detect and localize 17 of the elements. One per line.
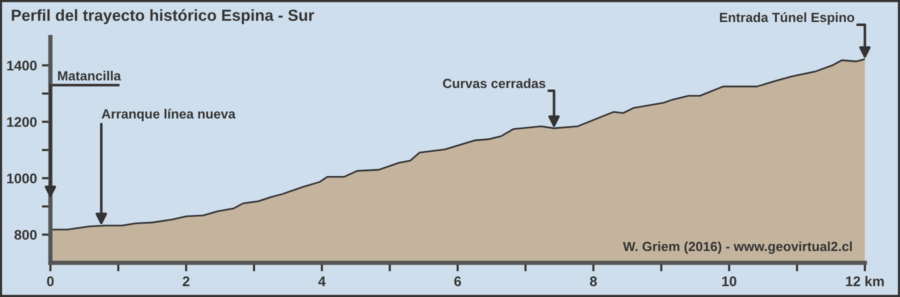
x-tick-label: 10 — [722, 276, 736, 286]
x-tick-label: 8 — [590, 276, 597, 286]
annotation: Entrada Túnel Espino — [720, 12, 854, 25]
chart-title: Perfil del trayecto histórico Espina - Sur — [12, 9, 314, 24]
x-tick-label: 4 — [318, 276, 326, 286]
annotation: Arranque línea nueva — [102, 108, 236, 122]
x-tick-label: 2 — [182, 276, 190, 286]
y-tick-label: 1400 — [7, 60, 37, 71]
x-tick-label: 12 km — [846, 276, 884, 286]
x-tick-label: 0 — [47, 276, 54, 286]
y-tick-label: 1200 — [7, 117, 37, 127]
annotation: Matancilla — [58, 70, 122, 81]
x-tick-label: 6 — [454, 276, 462, 286]
annotation: Curvas cerradas — [443, 78, 546, 88]
y-tick-label: 1000 — [7, 174, 37, 184]
y-tick-label: 800 — [14, 230, 37, 240]
annotation: W. Griem (2016) - www.geovirtual2.cl — [622, 241, 852, 254]
